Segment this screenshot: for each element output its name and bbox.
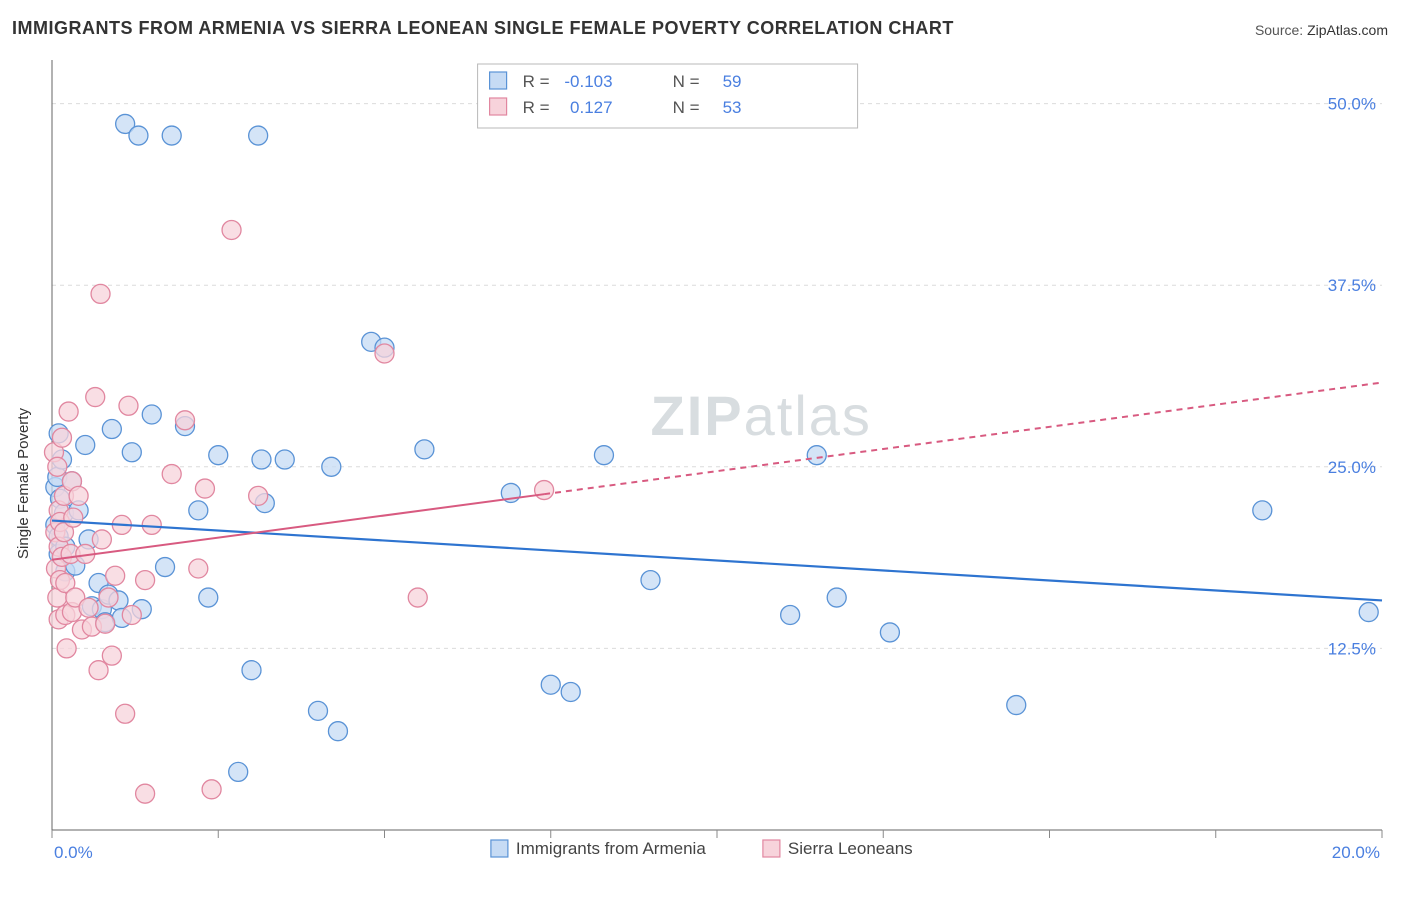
x-max-label: 20.0% — [1332, 843, 1380, 862]
data-point — [136, 571, 155, 590]
data-point — [781, 605, 800, 624]
source-value: ZipAtlas.com — [1307, 22, 1388, 38]
data-point — [249, 486, 268, 505]
data-point — [415, 440, 434, 459]
data-point — [275, 450, 294, 469]
data-point — [106, 566, 125, 585]
data-point — [96, 614, 115, 633]
data-point — [57, 639, 76, 658]
stats-N-value: 59 — [723, 72, 742, 91]
data-point — [827, 588, 846, 607]
y-axis-label: Single Female Poverty — [15, 408, 32, 559]
data-point — [195, 479, 214, 498]
legend-swatch — [763, 840, 780, 857]
data-point — [249, 126, 268, 145]
data-point — [102, 646, 121, 665]
data-point — [92, 530, 111, 549]
data-point — [59, 402, 78, 421]
stats-N-label: N = — [673, 72, 700, 91]
data-point — [76, 436, 95, 455]
data-point — [561, 682, 580, 701]
data-point — [69, 486, 88, 505]
legend-label: Sierra Leoneans — [788, 839, 913, 858]
data-point — [89, 661, 108, 680]
data-point — [122, 443, 141, 462]
data-point — [1253, 501, 1272, 520]
data-point — [252, 450, 271, 469]
data-point — [199, 588, 218, 607]
data-point — [162, 126, 181, 145]
x-min-label: 0.0% — [54, 843, 93, 862]
legend-swatch — [491, 840, 508, 857]
data-point — [880, 623, 899, 642]
data-point — [116, 704, 135, 723]
data-point — [142, 515, 161, 534]
series-armenia — [46, 114, 1378, 781]
trend-line-ext-sierra — [544, 383, 1382, 495]
data-point — [189, 501, 208, 520]
stats-swatch — [490, 98, 507, 115]
stats-R-value: -0.103 — [564, 72, 612, 91]
data-point — [222, 220, 241, 239]
correlation-chart: 12.5% 25.0% 37.5% 50.0% 0.0% 20.0% Single Fema… — [0, 0, 1406, 892]
stats-R-label: R = — [523, 98, 550, 117]
legend-label: Immigrants from Armenia — [516, 839, 706, 858]
data-point — [535, 481, 554, 500]
data-point — [594, 446, 613, 465]
data-point — [641, 571, 660, 590]
data-point — [328, 722, 347, 741]
y-tick-label: 50.0% — [1328, 95, 1376, 114]
y-tick-label: 37.5% — [1328, 276, 1376, 295]
data-point — [156, 558, 175, 577]
y-tick-label: 12.5% — [1328, 639, 1376, 658]
y-tick-label: 25.0% — [1328, 458, 1376, 477]
data-point — [229, 762, 248, 781]
data-point — [162, 465, 181, 484]
stats-N-label: N = — [673, 98, 700, 117]
chart-title: IMMIGRANTS FROM ARMENIA VS SIERRA LEONEA… — [12, 18, 954, 39]
data-point — [119, 396, 138, 415]
data-point — [541, 675, 560, 694]
data-point — [189, 559, 208, 578]
stats-N-value: 53 — [723, 98, 742, 117]
series-sierra — [44, 220, 553, 803]
data-point — [52, 428, 71, 447]
source-label: Source: — [1255, 22, 1307, 38]
data-point — [91, 284, 110, 303]
data-point — [202, 780, 221, 799]
data-point — [129, 126, 148, 145]
data-point — [136, 784, 155, 803]
data-point — [1359, 603, 1378, 622]
source-attribution: Source: ZipAtlas.com — [1255, 22, 1388, 38]
data-point — [176, 411, 195, 430]
data-point — [309, 701, 328, 720]
data-point — [375, 344, 394, 363]
data-point — [142, 405, 161, 424]
data-point — [408, 588, 427, 607]
stats-R-value: 0.127 — [570, 98, 613, 117]
data-point — [86, 388, 105, 407]
data-point — [102, 420, 121, 439]
data-point — [79, 598, 98, 617]
data-point — [807, 446, 826, 465]
data-point — [242, 661, 261, 680]
data-point — [322, 457, 341, 476]
data-point — [209, 446, 228, 465]
data-point — [99, 588, 118, 607]
data-point — [64, 508, 83, 527]
stats-swatch — [490, 72, 507, 89]
data-point — [48, 457, 67, 476]
stats-R-label: R = — [523, 72, 550, 91]
data-point — [1007, 696, 1026, 715]
data-point — [122, 605, 141, 624]
